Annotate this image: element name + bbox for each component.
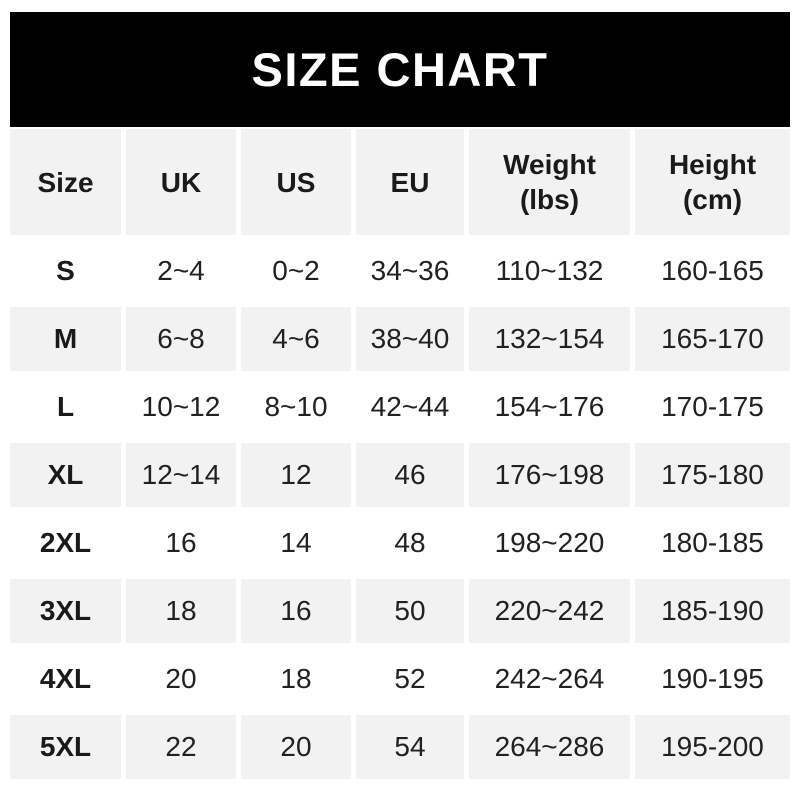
table-cell: 18 [126,579,236,643]
table-cell: 0~2 [241,239,351,303]
table-cell: 195-200 [635,715,790,779]
size-chart-page: SIZE CHART Size UK US EU Weight (lbs) He… [0,12,800,800]
table-row-s: S 2~4 0~2 34~36 110~132 160-165 [10,239,790,303]
table-row-xl: XL 12~14 12 46 176~198 175-180 [10,443,790,507]
table-row-l: L 10~12 8~10 42~44 154~176 170-175 [10,375,790,439]
table-cell: 160-165 [635,239,790,303]
table-cell: 18 [241,647,351,711]
table-cell: 10~12 [126,375,236,439]
table-cell: 8~10 [241,375,351,439]
table-cell: 22 [126,715,236,779]
table-cell: 42~44 [356,375,464,439]
column-header-eu-label: EU [390,166,430,198]
header-row: Size UK US EU Weight (lbs) Height (cm) [10,129,790,235]
table-cell: 34~36 [356,239,464,303]
title-banner: SIZE CHART [10,12,790,127]
column-header-size: Size [10,129,121,235]
page-title: SIZE CHART [251,43,549,96]
table-cell: 176~198 [469,443,630,507]
size-label: L [10,375,121,439]
table-cell: 48 [356,511,464,575]
column-header-uk: UK [126,129,236,235]
table-cell: 175-180 [635,443,790,507]
table-cell: 180-185 [635,511,790,575]
column-header-height: Height (cm) [635,129,790,235]
table-cell: 6~8 [126,307,236,371]
table-cell: 242~264 [469,647,630,711]
column-header-weight: Weight (lbs) [469,129,630,235]
size-label: 5XL [10,715,121,779]
column-header-us: US [241,129,351,235]
table-cell: 190-195 [635,647,790,711]
column-header-eu: EU [356,129,464,235]
table-cell: 12 [241,443,351,507]
table-cell: 132~154 [469,307,630,371]
column-header-weight-unit: (lbs) [519,184,580,215]
size-label: 3XL [10,579,121,643]
size-label: 4XL [10,647,121,711]
table-cell: 14 [241,511,351,575]
table-cell: 185-190 [635,579,790,643]
column-header-size-label: Size [37,166,94,198]
table-cell: 2~4 [126,239,236,303]
table-cell: 16 [241,579,351,643]
table-cell: 4~6 [241,307,351,371]
size-label: 2XL [10,511,121,575]
size-label: S [10,239,121,303]
table-row-5xl: 5XL 22 20 54 264~286 195-200 [10,715,790,779]
table-cell: 20 [241,715,351,779]
table-cell: 20 [126,647,236,711]
column-header-weight-label: Weight [503,149,596,180]
table-cell: 220~242 [469,579,630,643]
table-row-m: M 6~8 4~6 38~40 132~154 165-170 [10,307,790,371]
size-label: M [10,307,121,371]
table-cell: 154~176 [469,375,630,439]
table-row-2xl: 2XL 16 14 48 198~220 180-185 [10,511,790,575]
table-cell: 16 [126,511,236,575]
column-header-height-label: Height [668,149,757,180]
table-cell: 264~286 [469,715,630,779]
table-row-4xl: 4XL 20 18 52 242~264 190-195 [10,647,790,711]
table-cell: 12~14 [126,443,236,507]
table-cell: 38~40 [356,307,464,371]
table-cell: 50 [356,579,464,643]
table-cell: 52 [356,647,464,711]
table-cell: 110~132 [469,239,630,303]
table-cell: 170-175 [635,375,790,439]
table-row-3xl: 3XL 18 16 50 220~242 185-190 [10,579,790,643]
column-header-uk-label: UK [160,166,202,198]
table-cell: 54 [356,715,464,779]
column-header-height-unit: (cm) [682,184,743,215]
size-label: XL [10,443,121,507]
table-cell: 165-170 [635,307,790,371]
size-chart-table: Size UK US EU Weight (lbs) Height (cm) S… [5,125,795,783]
table-cell: 46 [356,443,464,507]
column-header-us-label: US [276,166,316,198]
table-cell: 198~220 [469,511,630,575]
